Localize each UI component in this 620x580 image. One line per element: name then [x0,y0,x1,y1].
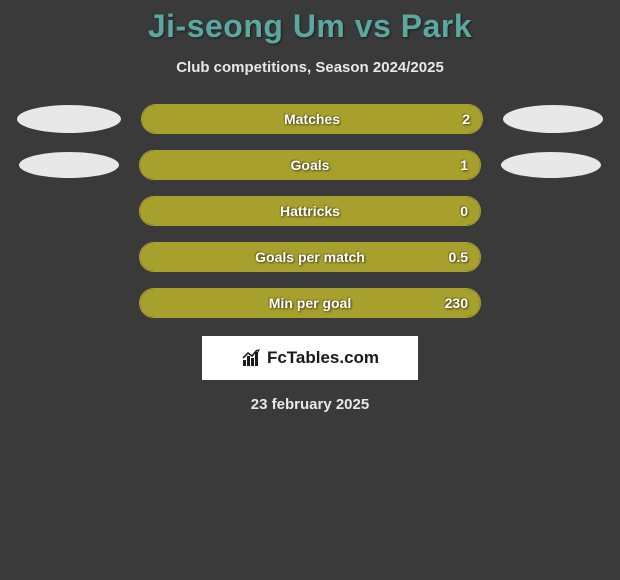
stat-label: Min per goal [269,295,351,311]
date-text: 23 february 2025 [0,396,620,413]
stat-value: 2 [462,111,470,127]
player1-badge [17,105,121,133]
spacer [501,242,601,272]
stat-row: Matches 2 [0,104,620,134]
stat-label: Matches [284,111,340,127]
stat-label: Goals per match [255,249,365,265]
stat-rows: Matches 2 Goals 1 Hattricks 0 Goals per match 0… [0,104,620,318]
logo-text: FcTables.com [267,348,379,368]
spacer [19,242,119,272]
spacer [501,196,601,226]
stat-bar: Goals per match 0.5 [139,242,481,272]
stat-value: 0.5 [449,249,468,265]
spacer [501,288,601,318]
comparison-card: Ji-seong Um vs Park Club competitions, S… [0,0,620,413]
stat-value: 0 [460,203,468,219]
stat-value: 230 [445,295,468,311]
stat-label: Goals [291,157,330,173]
player1-badge [19,152,119,178]
spacer [19,196,119,226]
stat-row: Hattricks 0 [0,196,620,226]
page-title: Ji-seong Um vs Park [0,8,620,45]
fctables-logo[interactable]: FcTables.com [202,336,418,380]
player2-badge [503,105,603,133]
stat-label: Hattricks [280,203,340,219]
player2-badge [501,152,601,178]
bars-chart-icon [241,348,263,368]
stat-bar: Min per goal 230 [139,288,481,318]
subtitle: Club competitions, Season 2024/2025 [0,59,620,76]
stat-value: 1 [460,157,468,173]
stat-row: Goals 1 [0,150,620,180]
stat-bar: Matches 2 [141,104,483,134]
stat-row: Goals per match 0.5 [0,242,620,272]
stat-bar: Hattricks 0 [139,196,481,226]
stat-row: Min per goal 230 [0,288,620,318]
stat-bar: Goals 1 [139,150,481,180]
spacer [19,288,119,318]
